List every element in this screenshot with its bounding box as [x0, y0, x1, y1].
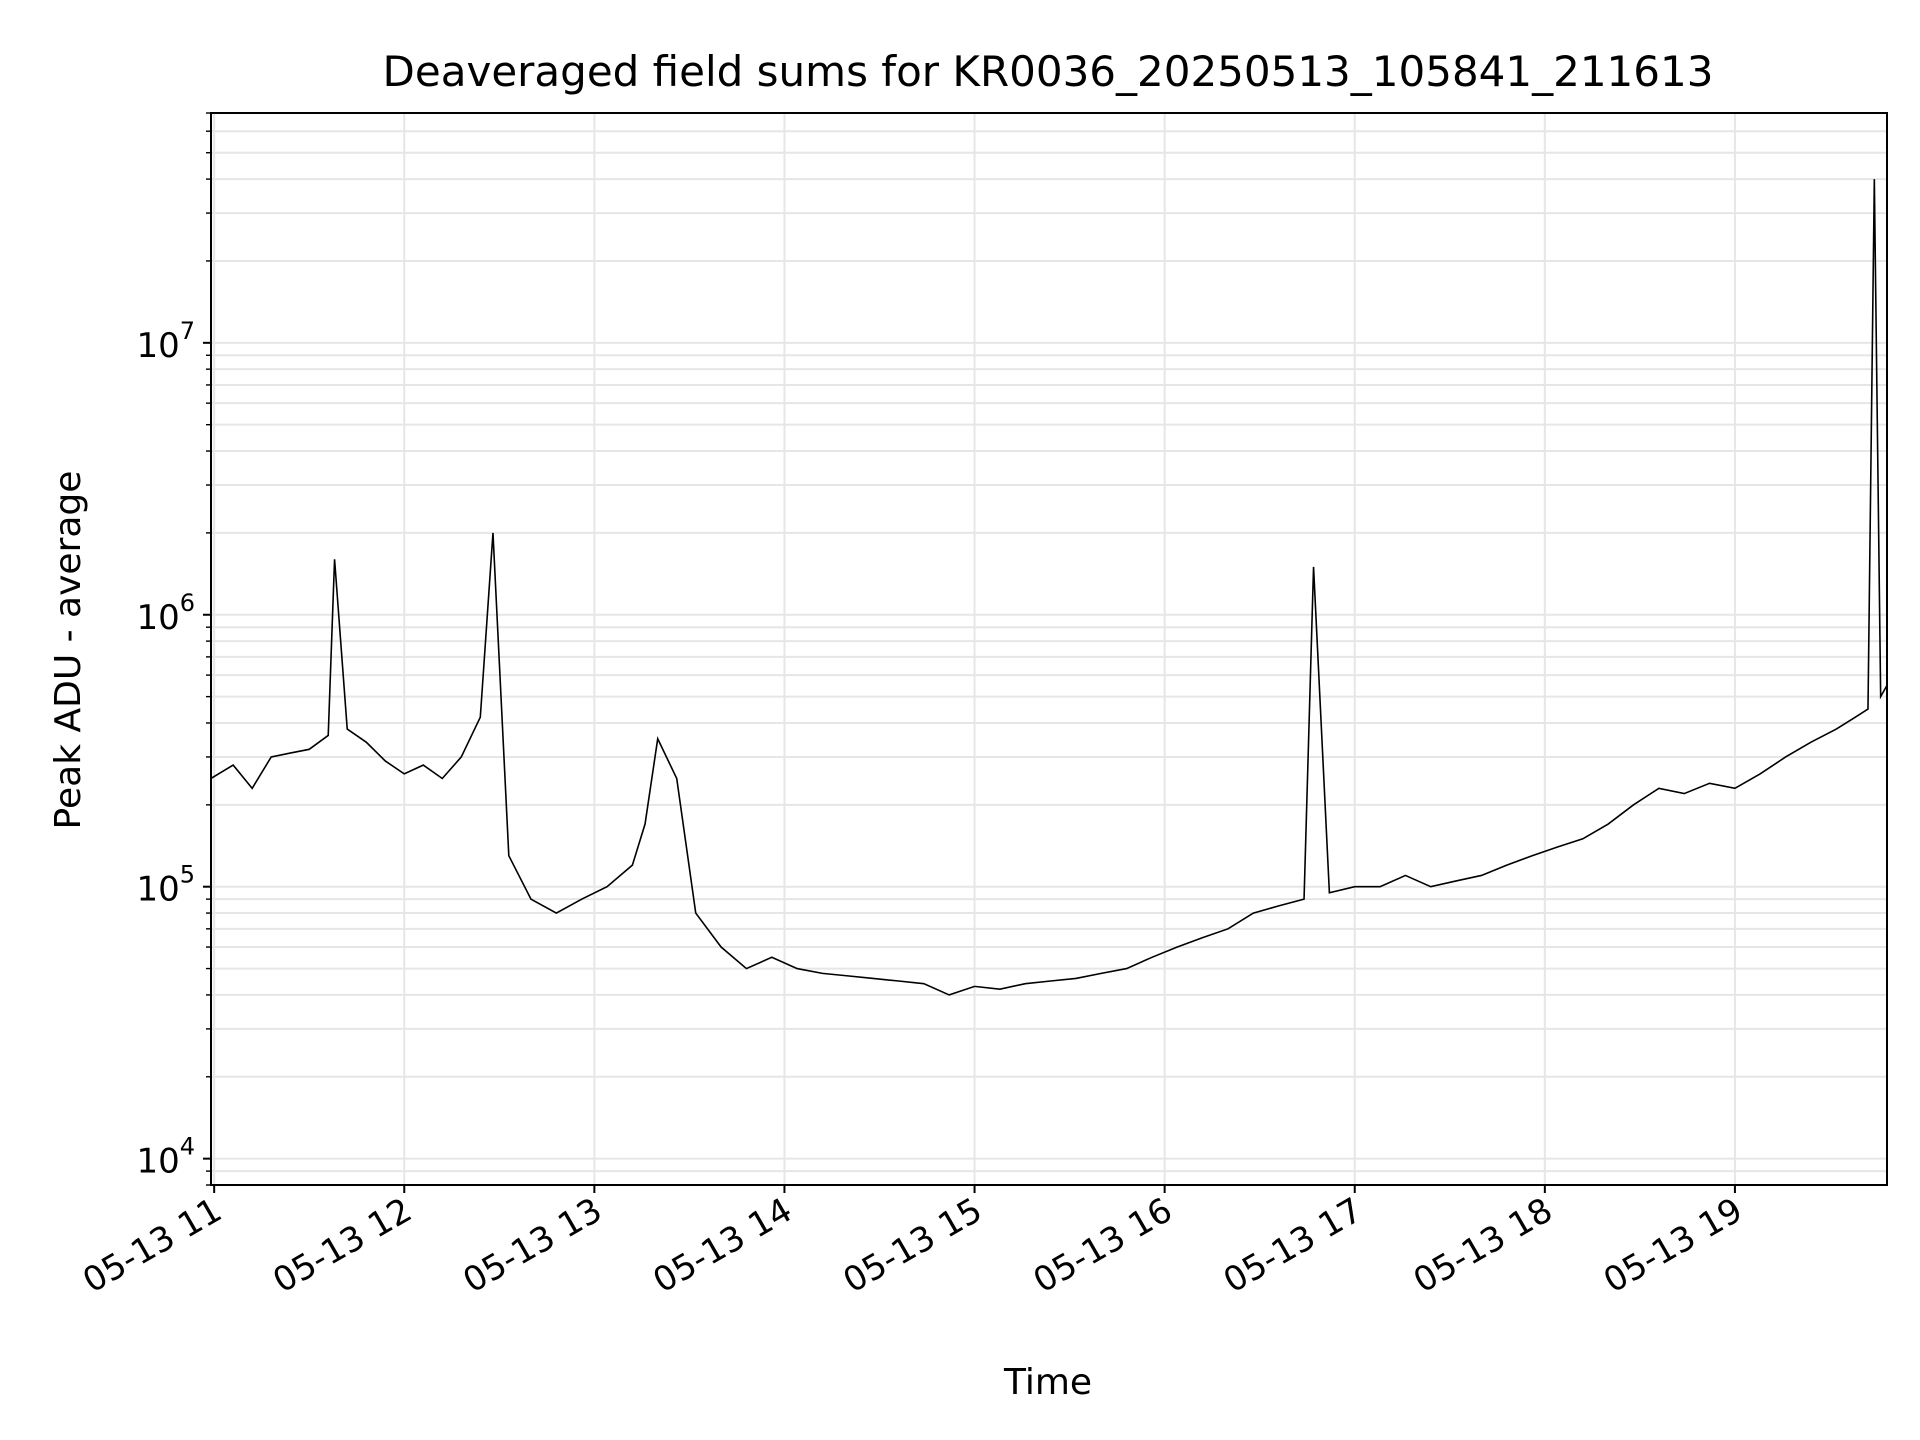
y-tick-label-exponent: 5	[180, 861, 195, 889]
y-tick-label-exponent: 6	[180, 589, 195, 617]
y-tick-label-base: 10	[136, 598, 179, 638]
plot-area	[203, 112, 1888, 1193]
x-axis-label: Time	[1003, 1362, 1092, 1403]
y-tick-label: 105	[136, 861, 195, 910]
axis-ticks	[203, 112, 1736, 1193]
y-tick-label-base: 10	[136, 870, 179, 910]
y-tick-label: 104	[136, 1133, 195, 1182]
y-tick-label-exponent: 4	[180, 1133, 195, 1161]
y-tick-label: 107	[136, 317, 195, 366]
y-axis-label: Peak ADU - average	[48, 471, 89, 830]
y-tick-label-base: 10	[136, 1142, 179, 1182]
series-line	[210, 179, 1888, 996]
y-tick-label: 106	[136, 589, 195, 638]
series-layer	[210, 179, 1888, 996]
y-tick-label-base: 10	[136, 326, 179, 366]
chart-title: Deaveraged field sums for KR0036_2025051…	[383, 47, 1714, 96]
plot-frame	[210, 112, 1888, 1186]
plot-background	[211, 113, 1887, 1185]
y-tick-label-exponent: 7	[180, 317, 195, 345]
